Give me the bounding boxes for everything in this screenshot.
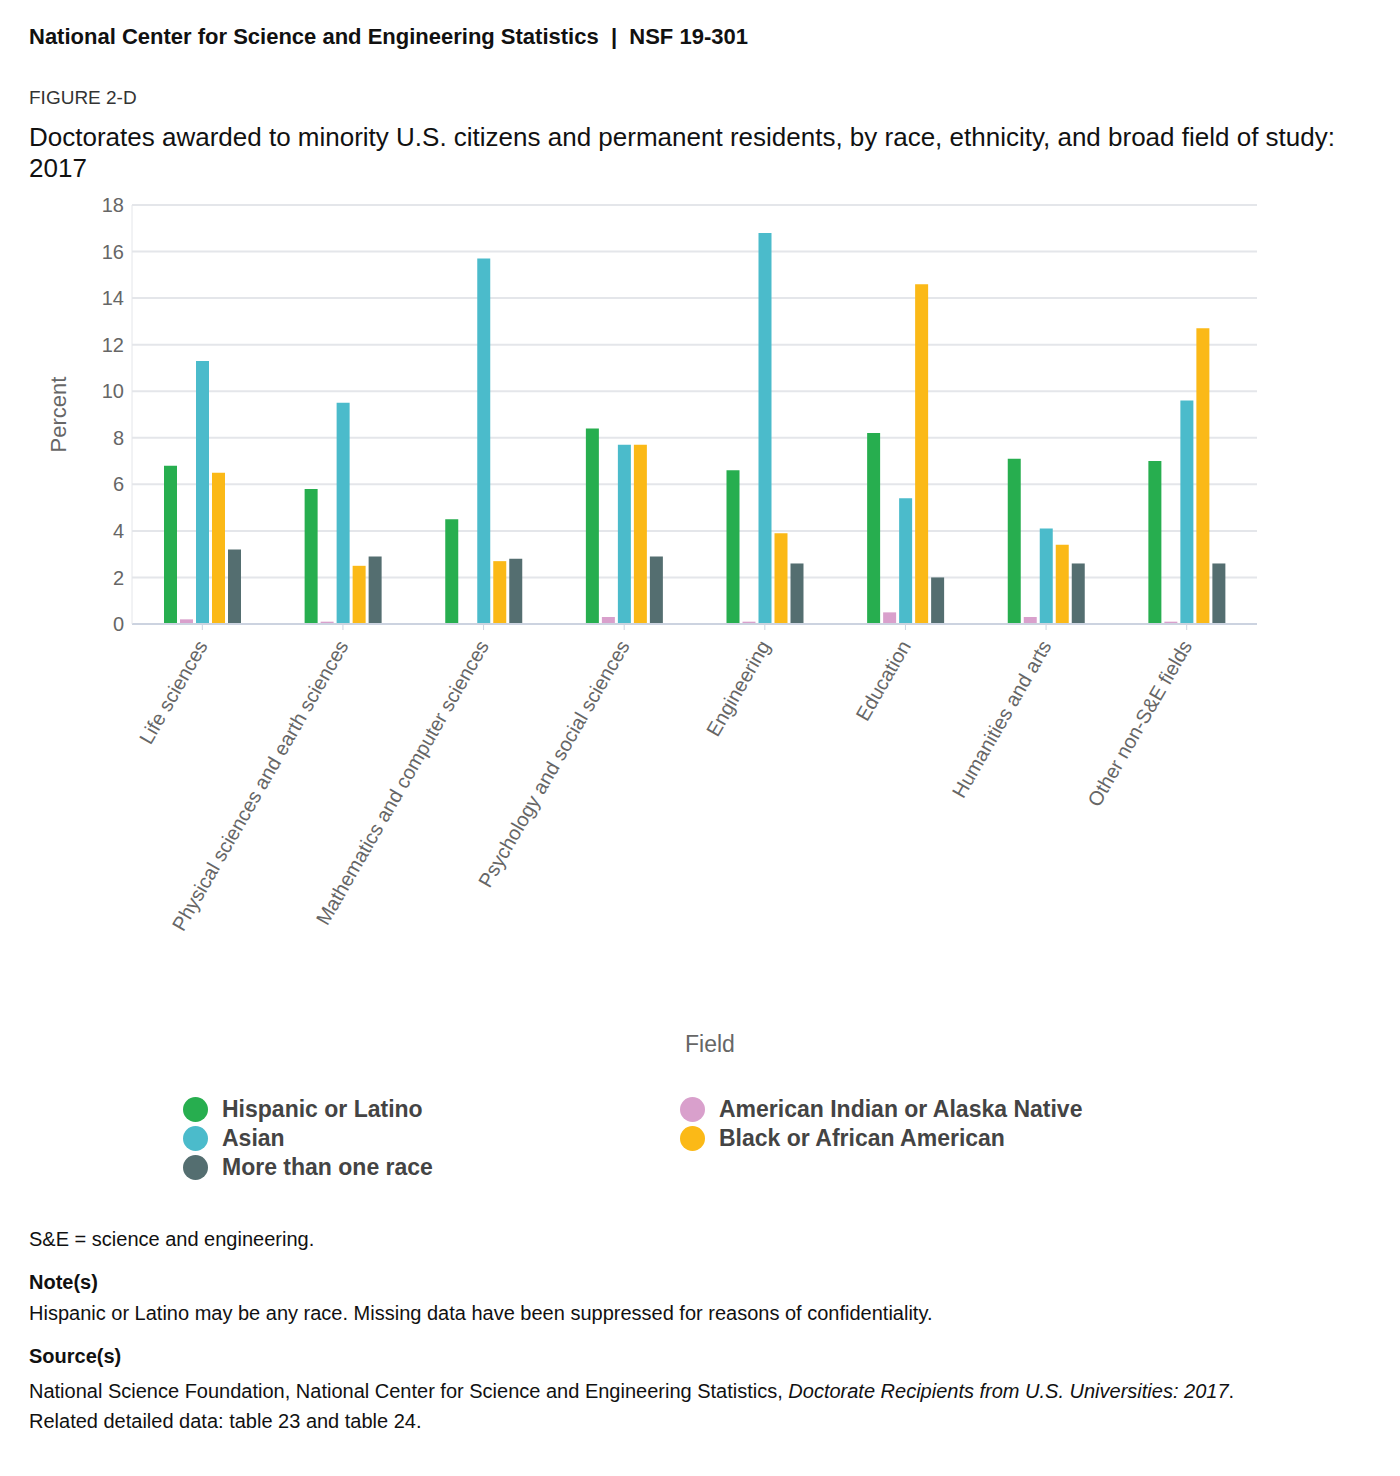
svg-text:Life sciences: Life sciences <box>135 637 212 748</box>
html-text:Doctorates awarded to minority: Doctorates awarded to minority U.S. citi… <box>29 122 1335 183</box>
svg-text:Physical sciences and earth sc: Physical sciences and earth sciences <box>168 637 353 935</box>
svg-text:14: 14 <box>102 287 124 309</box>
html-text:National Science Foundation, N: National Science Foundation, National Ce… <box>29 1380 1235 1402</box>
svg-text:0: 0 <box>113 613 124 635</box>
svg-text:Humanities and arts: Humanities and arts <box>948 637 1056 802</box>
svg-text:Other non-S&E fields: Other non-S&E fields <box>1083 637 1196 811</box>
svg-text:18: 18 <box>102 194 124 216</box>
svg-text:Mathematics and computer scien: Mathematics and computer sciences <box>312 637 493 929</box>
svg-text:16: 16 <box>102 241 124 263</box>
html-text:More than one race: More than one race <box>222 1154 433 1180</box>
html-text:FIGURE 2-D: FIGURE 2-D <box>29 87 137 108</box>
html-text:Related detailed data: table 2: Related detailed data: table 23 and tabl… <box>29 1410 422 1432</box>
svg-text:Education: Education <box>851 637 915 725</box>
svg-text:8: 8 <box>113 427 124 449</box>
svg-text:6: 6 <box>113 473 124 495</box>
html-text:Black or African American: Black or African American <box>719 1125 1005 1151</box>
svg-text:10: 10 <box>102 380 124 402</box>
html-text:American Indian or Alaska Nati: American Indian or Alaska Native <box>719 1096 1083 1122</box>
svg-text:Psychology and social sciences: Psychology and social sciences <box>474 637 634 892</box>
svg-text:4: 4 <box>113 520 124 542</box>
svg-text:2: 2 <box>113 567 124 589</box>
svg-text:12: 12 <box>102 334 124 356</box>
svg-text:Percent: Percent <box>50 377 71 453</box>
html-text:Hispanic or Latino: Hispanic or Latino <box>222 1096 423 1122</box>
html-text:Asian: Asian <box>222 1125 285 1151</box>
html-text:S&E = science and engineering.: S&E = science and engineering. <box>29 1228 315 1250</box>
html-text:Field: Field <box>685 1031 735 1057</box>
html-text:National Center for Science an: National Center for Science and Engineer… <box>29 24 748 49</box>
html-text:Note(s): Note(s) <box>29 1271 98 1293</box>
svg-text:Engineering: Engineering <box>702 637 774 740</box>
html-text:Hispanic or Latino may be any: Hispanic or Latino may be any race. Miss… <box>29 1302 933 1324</box>
html-text:Source(s): Source(s) <box>29 1345 122 1367</box>
